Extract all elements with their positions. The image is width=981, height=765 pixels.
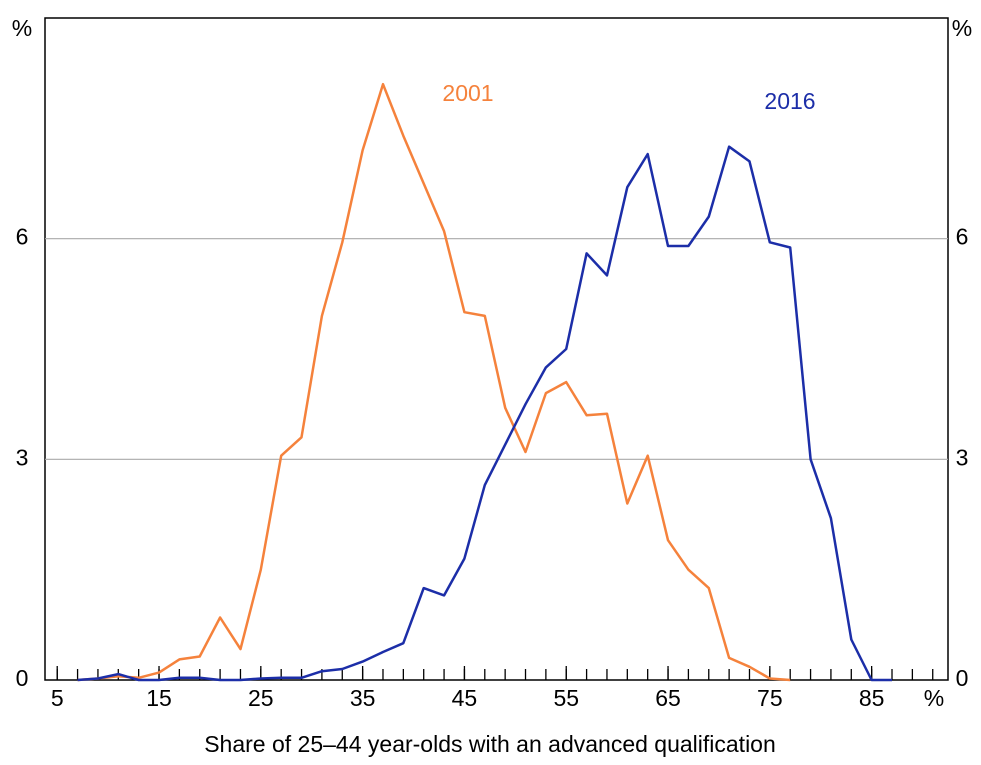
x-tick-label: 75 bbox=[757, 685, 783, 711]
x-tick-label: 35 bbox=[350, 685, 376, 711]
y-unit: % bbox=[12, 15, 32, 41]
line-series bbox=[77, 82, 791, 682]
plot-frame bbox=[44, 17, 949, 681]
y-tick-label: 3 bbox=[16, 444, 29, 470]
series-label: 2016 bbox=[764, 88, 815, 114]
line-series bbox=[77, 145, 892, 682]
y2-unit: % bbox=[952, 15, 972, 41]
x-tick-label: 55 bbox=[553, 685, 579, 711]
y2-tick-label: 0 bbox=[956, 665, 969, 691]
y-tick-label: 6 bbox=[16, 224, 29, 250]
y2-tick-label: 6 bbox=[956, 224, 969, 250]
x-tick-label: 85 bbox=[859, 685, 885, 711]
x-tick-label: 5 bbox=[51, 685, 64, 711]
x-tick-label: 25 bbox=[248, 685, 274, 711]
x-unit: % bbox=[924, 685, 944, 711]
x-axis-label: Share of 25–44 year-olds with an advance… bbox=[204, 731, 776, 757]
x-tick-label: 15 bbox=[146, 685, 172, 711]
y2-tick-label: 3 bbox=[956, 444, 969, 470]
series-label: 2001 bbox=[442, 80, 493, 106]
y-tick-label: 0 bbox=[16, 665, 29, 691]
x-tick-label: 45 bbox=[452, 685, 478, 711]
x-tick-label: 65 bbox=[655, 685, 681, 711]
